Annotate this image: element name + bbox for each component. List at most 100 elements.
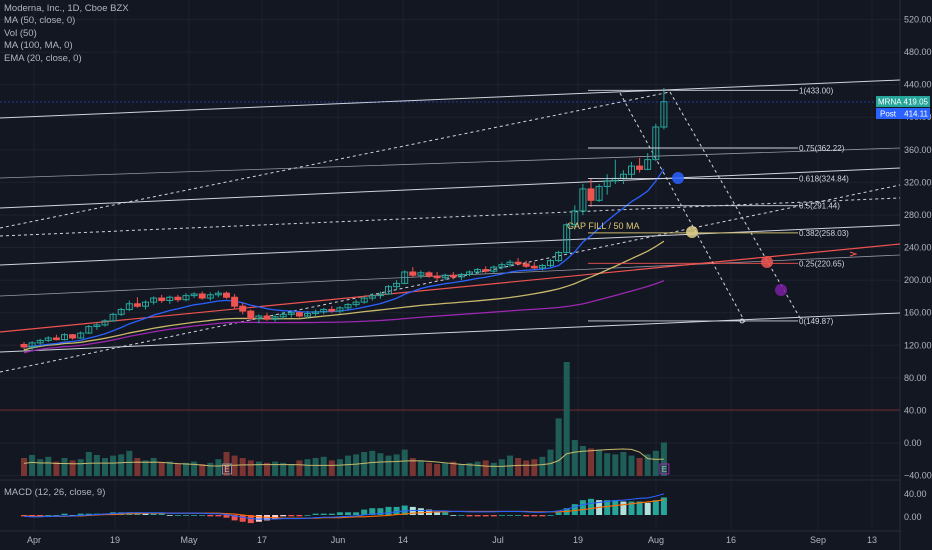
macd-histogram-bar bbox=[183, 515, 189, 516]
post-price-tag: Post 414.11 bbox=[876, 108, 930, 119]
candle-body bbox=[628, 165, 635, 175]
macd-histogram-bar bbox=[296, 515, 303, 517]
candle bbox=[644, 153, 652, 171]
volume-bar bbox=[61, 458, 68, 476]
arrow-icon bbox=[849, 251, 858, 257]
time-axis-label: 13 bbox=[867, 535, 877, 545]
candle bbox=[198, 291, 206, 300]
earnings-marker-label: E bbox=[662, 465, 667, 474]
time-axis-label: 16 bbox=[726, 535, 736, 545]
volume-bar bbox=[134, 458, 141, 476]
macd-histogram-bar bbox=[393, 506, 400, 515]
volume-bar bbox=[596, 449, 603, 476]
time-axis-label: 19 bbox=[573, 535, 583, 545]
trend-line bbox=[0, 167, 901, 209]
candle-body bbox=[231, 296, 239, 307]
candle-body bbox=[255, 315, 263, 319]
macd-histogram-bar bbox=[255, 515, 262, 522]
volume-bar bbox=[515, 458, 522, 476]
candle bbox=[312, 309, 320, 316]
fib-level-label: 0(149.87) bbox=[799, 317, 834, 326]
macd-histogram-bar bbox=[555, 512, 562, 515]
marker-circle bbox=[672, 172, 684, 184]
macd-histogram-bar bbox=[328, 513, 335, 515]
macd-axis-label: 0.00 bbox=[904, 512, 922, 522]
candle-body bbox=[174, 296, 182, 301]
macd-signal-line bbox=[23, 499, 664, 519]
macd-histogram-bar bbox=[345, 512, 351, 515]
candle-body bbox=[352, 301, 360, 306]
candle bbox=[101, 319, 109, 327]
candle bbox=[142, 300, 149, 310]
candle bbox=[295, 311, 303, 318]
volume-bar bbox=[417, 460, 424, 476]
trend-line bbox=[0, 197, 901, 237]
macd-histogram-bar bbox=[304, 515, 311, 516]
macd-histogram-bar bbox=[644, 502, 651, 515]
volume-bar bbox=[353, 454, 360, 476]
candle bbox=[401, 270, 409, 285]
macd-histogram-bar bbox=[385, 506, 392, 515]
trend-line bbox=[0, 312, 901, 353]
legend-volume[interactable]: Vol (50) bbox=[4, 27, 37, 39]
legend-ma50[interactable]: MA (50, close, 0) bbox=[4, 15, 76, 27]
candle bbox=[52, 334, 60, 341]
candle bbox=[69, 333, 77, 340]
macd-histogram-bar bbox=[482, 515, 489, 517]
candle-body bbox=[530, 265, 538, 269]
earnings-marker-label: E bbox=[224, 465, 229, 474]
legend-ma100[interactable]: MA (100, MA, 0) bbox=[4, 40, 73, 52]
candle bbox=[174, 294, 182, 303]
volume-ma-line bbox=[23, 448, 664, 467]
last-price-tag: MRNA 419.05 bbox=[876, 96, 930, 107]
candle bbox=[498, 262, 506, 270]
macd-histogram-bar bbox=[523, 515, 530, 517]
candle bbox=[417, 270, 425, 279]
candle-body bbox=[538, 264, 546, 269]
price-axis-label: 320.00 bbox=[904, 177, 932, 187]
candle-body bbox=[133, 303, 141, 307]
candle bbox=[271, 314, 279, 322]
volume-bar bbox=[166, 461, 173, 476]
candle bbox=[514, 258, 522, 266]
candle-body bbox=[158, 297, 166, 302]
candle bbox=[109, 312, 117, 322]
candle bbox=[214, 290, 222, 298]
candle-body bbox=[109, 313, 117, 322]
candle bbox=[93, 322, 101, 330]
anchor-point bbox=[739, 318, 745, 324]
candle bbox=[20, 342, 28, 350]
post-price-tag-bg bbox=[876, 108, 930, 119]
legend-macd[interactable]: MACD (12, 26, close, 9) bbox=[4, 487, 106, 498]
candle-body bbox=[441, 274, 449, 279]
legend-ema20[interactable]: EMA (20, close, 0) bbox=[4, 52, 82, 64]
volume-bar bbox=[29, 455, 36, 476]
volume-bar bbox=[37, 459, 44, 476]
fib-level-label: 0.618(324.84) bbox=[799, 174, 849, 183]
macd-histogram-bar bbox=[150, 513, 157, 515]
volume-bar bbox=[563, 362, 570, 476]
last-price-symbol: MRNA bbox=[878, 98, 902, 107]
candle-body bbox=[360, 297, 368, 303]
earnings-marker-box bbox=[659, 463, 670, 475]
candle-body bbox=[490, 266, 498, 272]
macd-histogram-bar bbox=[652, 500, 659, 515]
macd-histogram-bar bbox=[336, 512, 343, 515]
volume-bar bbox=[434, 464, 441, 476]
volume-bar bbox=[77, 459, 84, 476]
volume-bar bbox=[320, 456, 327, 476]
macd-histogram-bar bbox=[369, 508, 376, 515]
volume-bar bbox=[426, 462, 432, 476]
time-axis-label: 19 bbox=[110, 535, 120, 545]
volume-bar bbox=[118, 454, 125, 476]
candle-body bbox=[125, 303, 133, 310]
candle bbox=[530, 262, 538, 270]
candle bbox=[506, 259, 514, 268]
candle-body bbox=[28, 342, 36, 348]
candle bbox=[368, 293, 376, 301]
candle-body bbox=[279, 313, 287, 318]
volume-bar bbox=[207, 462, 214, 476]
candle bbox=[538, 263, 546, 271]
fib-level-label: 0.382(258.03) bbox=[799, 229, 849, 238]
